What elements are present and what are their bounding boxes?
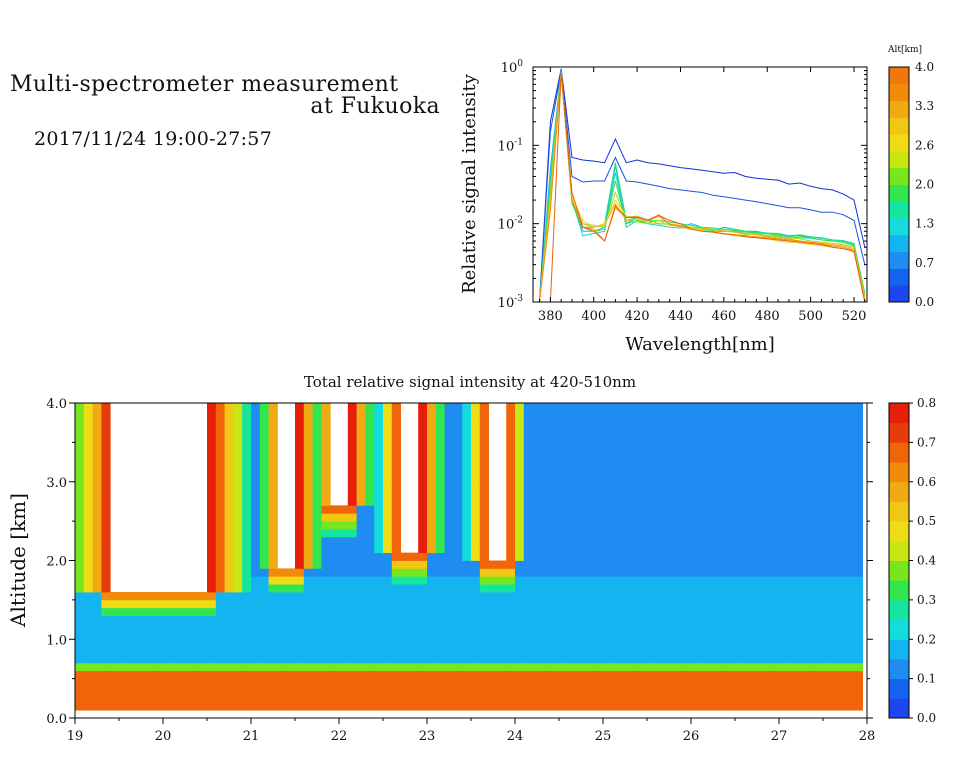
measurement-period: 2017/11/24 19:00-27:57: [34, 128, 273, 150]
spectrum-y-tick-label: 10-3: [498, 294, 524, 311]
spectrum-x-tick-label: 460: [711, 309, 736, 324]
spectrum-series-line-2: [539, 70, 866, 303]
altitude-colorbar-swatch: [889, 167, 909, 185]
spectrum-series-line-1: [539, 68, 866, 303]
spectrum-series-line-5: [539, 71, 866, 303]
altitude-colorbar-label: Alt[km]: [887, 45, 922, 55]
altitude-colorbar-swatch: [889, 150, 909, 169]
altitude-colorbar-swatch: [889, 218, 909, 236]
altitude-colorbar-swatch: [889, 234, 909, 253]
altitude-colorbar-swatch: [889, 83, 909, 102]
altitude-colorbar-swatch: [889, 268, 909, 286]
spectrum-series-line-6: [539, 71, 866, 303]
altitude-colorbar-swatch: [889, 184, 909, 202]
spectrum-y-tick-exp: -2: [514, 216, 523, 226]
spectrum-y-tick-label: 100: [501, 59, 524, 76]
altitude-colorbar-swatch: [889, 251, 909, 269]
altitude-colorbar-swatch: [889, 134, 909, 152]
title-line-2: at Fukuoka: [310, 94, 440, 119]
spectrum-x-tick-label: 380: [538, 309, 563, 324]
altitude-colorbar-tick-label: 2.6: [915, 138, 934, 152]
spectrum-y-tick-exp: 0: [517, 59, 523, 69]
chart-title: Multi-spectrometer measurement at Fukuok…: [10, 74, 440, 118]
spectrum-y-tick-exp: -1: [514, 137, 523, 147]
altitude-colorbar-swatch: [889, 285, 909, 303]
spectrum-y-tick-label: 10-2: [498, 216, 523, 233]
spectrum-y-tick-base: 10: [498, 139, 515, 154]
spectrum-series-line-4: [539, 71, 866, 303]
spectrum-x-tick-label: 520: [842, 309, 867, 324]
spectrum-x-tick-label: 500: [798, 309, 823, 324]
spectrum-series-line-11: [539, 73, 866, 303]
spectrum-series: [539, 68, 866, 303]
spectrum-x-label: Wavelength[nm]: [625, 334, 775, 355]
title-line-1: Multi-spectrometer measurement: [10, 72, 399, 97]
spectrum-y-tick-base: 10: [501, 61, 518, 76]
altitude-colorbar-swatch: [889, 100, 909, 118]
altitude-colorbar-tick-label: 4.0: [915, 60, 934, 74]
spectrum-y-tick-exp: -3: [514, 294, 523, 304]
spectrum-y-tick-label: 10-1: [498, 137, 523, 154]
spectrum-y-tick-base: 10: [498, 296, 515, 311]
spectrum-x-tick-label: 480: [755, 309, 780, 324]
altitude-colorbar-tick-label: 2.0: [915, 178, 934, 192]
spectrum-y-label: Relative signal intensity: [459, 73, 480, 294]
altitude-colorbar-swatch: [889, 117, 909, 135]
altitude-colorbar-tick-label: 0.7: [915, 256, 934, 270]
spectrum-y-tick-base: 10: [498, 218, 515, 233]
spectrum-series-line-3: [539, 70, 866, 303]
spectrum-plot-frame: [532, 66, 868, 303]
altitude-colorbar-tick-label: 3.3: [915, 99, 934, 113]
altitude-colorbar-frame: [888, 66, 910, 303]
spectrum-series-line-7: [539, 72, 866, 303]
altitude-colorbar-swatch: [889, 201, 909, 219]
altitude-colorbar: 4.0 3.3 2.6 2.0 1.3 0.7 0.0: [888, 60, 934, 309]
altitude-colorbar-tick-label: 1.3: [915, 217, 934, 231]
spectrum-x-tick-label: 400: [581, 309, 606, 324]
altitude-colorbar-swatch: [889, 67, 909, 85]
altitude-colorbar-tick-label: 0.0: [915, 295, 934, 309]
spectrum-x-tick-label: 420: [625, 309, 650, 324]
spectrum-x-tick-label: 440: [668, 309, 693, 324]
